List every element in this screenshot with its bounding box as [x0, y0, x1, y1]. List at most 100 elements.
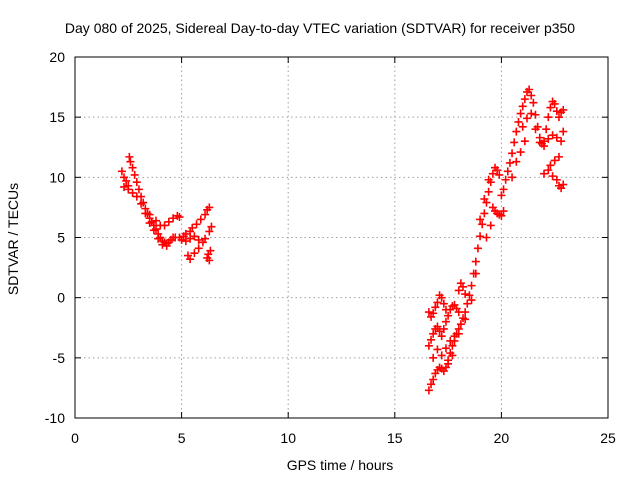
- x-tick-label: 20: [494, 430, 510, 446]
- data-point: [461, 290, 470, 299]
- data-point: [196, 215, 205, 224]
- data-point: [559, 180, 568, 189]
- data-point: [520, 95, 529, 104]
- data-point: [448, 341, 457, 350]
- data-point: [525, 85, 534, 94]
- data-point: [433, 322, 442, 331]
- data-point: [164, 217, 173, 226]
- data-point: [444, 311, 453, 320]
- data-point: [510, 138, 519, 147]
- data-point: [207, 222, 216, 231]
- data-point: [542, 125, 551, 134]
- data-point: [548, 131, 557, 140]
- data-point: [508, 149, 517, 158]
- data-point: [437, 332, 446, 341]
- data-point: [441, 344, 450, 353]
- data-point: [529, 98, 538, 107]
- data-point: [535, 138, 544, 147]
- data-point: [175, 213, 184, 222]
- y-tick-label: -10: [45, 410, 65, 426]
- data-point: [206, 246, 215, 255]
- data-point: [194, 244, 203, 253]
- data-point: [201, 234, 210, 243]
- data-point: [186, 255, 195, 264]
- data-point: [128, 163, 137, 172]
- data-point: [467, 296, 476, 305]
- data-point: [205, 203, 214, 212]
- data-point: [433, 345, 442, 354]
- y-tick-label: -5: [53, 350, 66, 366]
- data-point: [152, 216, 161, 225]
- data-point: [120, 182, 129, 191]
- data-point: [181, 229, 190, 238]
- data-point: [181, 237, 190, 246]
- data-point: [160, 221, 169, 230]
- data-point: [205, 227, 214, 236]
- data-point: [495, 170, 504, 179]
- data-point: [493, 166, 502, 175]
- data-point: [540, 169, 549, 178]
- data-point: [559, 127, 568, 136]
- data-point: [471, 269, 480, 278]
- data-point: [499, 207, 508, 216]
- data-point: [552, 107, 561, 116]
- data-point: [177, 235, 186, 244]
- data-point: [459, 282, 468, 291]
- data-point: [461, 315, 470, 324]
- data-point: [124, 185, 133, 194]
- data-point: [467, 281, 476, 290]
- data-point: [518, 102, 527, 111]
- data-point: [546, 161, 555, 170]
- x-axis-label: GPS time / hours: [287, 457, 394, 473]
- data-point: [145, 210, 154, 219]
- data-point: [503, 167, 512, 176]
- data-point: [201, 210, 210, 219]
- data-point: [550, 99, 559, 108]
- data-point: [480, 209, 489, 218]
- data-point: [497, 211, 506, 220]
- x-tick-label: 5: [178, 430, 186, 446]
- data-point: [424, 308, 433, 317]
- data-point: [454, 329, 463, 338]
- data-point: [499, 185, 508, 194]
- data-point: [463, 299, 472, 308]
- data-point: [130, 170, 139, 179]
- data-point: [544, 113, 553, 122]
- data-point: [122, 176, 131, 185]
- data-point: [527, 109, 536, 118]
- y-tick-labels: -10 -5 0 5 10 15 20: [45, 49, 65, 426]
- y-tick-label: 10: [49, 169, 65, 185]
- data-point: [544, 166, 553, 175]
- data-point: [531, 110, 540, 119]
- plot-frame: [74, 56, 609, 419]
- data-point: [548, 172, 557, 181]
- data-point: [554, 113, 563, 122]
- data-point: [435, 327, 444, 336]
- data-point: [429, 353, 438, 362]
- data-point: [480, 194, 489, 203]
- data-point: [482, 233, 491, 242]
- y-tick-label: 15: [49, 109, 65, 125]
- data-point: [141, 209, 150, 218]
- data-point: [427, 380, 436, 389]
- data-point: [437, 293, 446, 302]
- x-tick-label: 0: [71, 430, 79, 446]
- data-point: [544, 134, 553, 143]
- data-point: [424, 341, 433, 350]
- data-point: [190, 249, 199, 258]
- data-point: [557, 137, 566, 146]
- data-point: [441, 317, 450, 326]
- data-point: [205, 256, 214, 265]
- data-point: [186, 234, 195, 243]
- data-point: [429, 375, 438, 384]
- data-point: [488, 169, 497, 178]
- data-point: [137, 199, 146, 208]
- data-point: [192, 220, 201, 229]
- y-tick-label: 0: [57, 290, 65, 306]
- data-point: [520, 137, 529, 146]
- data-point: [431, 303, 440, 312]
- x-tick-labels: 0 5 10 15 20 25: [71, 430, 616, 446]
- data-point: [158, 240, 167, 249]
